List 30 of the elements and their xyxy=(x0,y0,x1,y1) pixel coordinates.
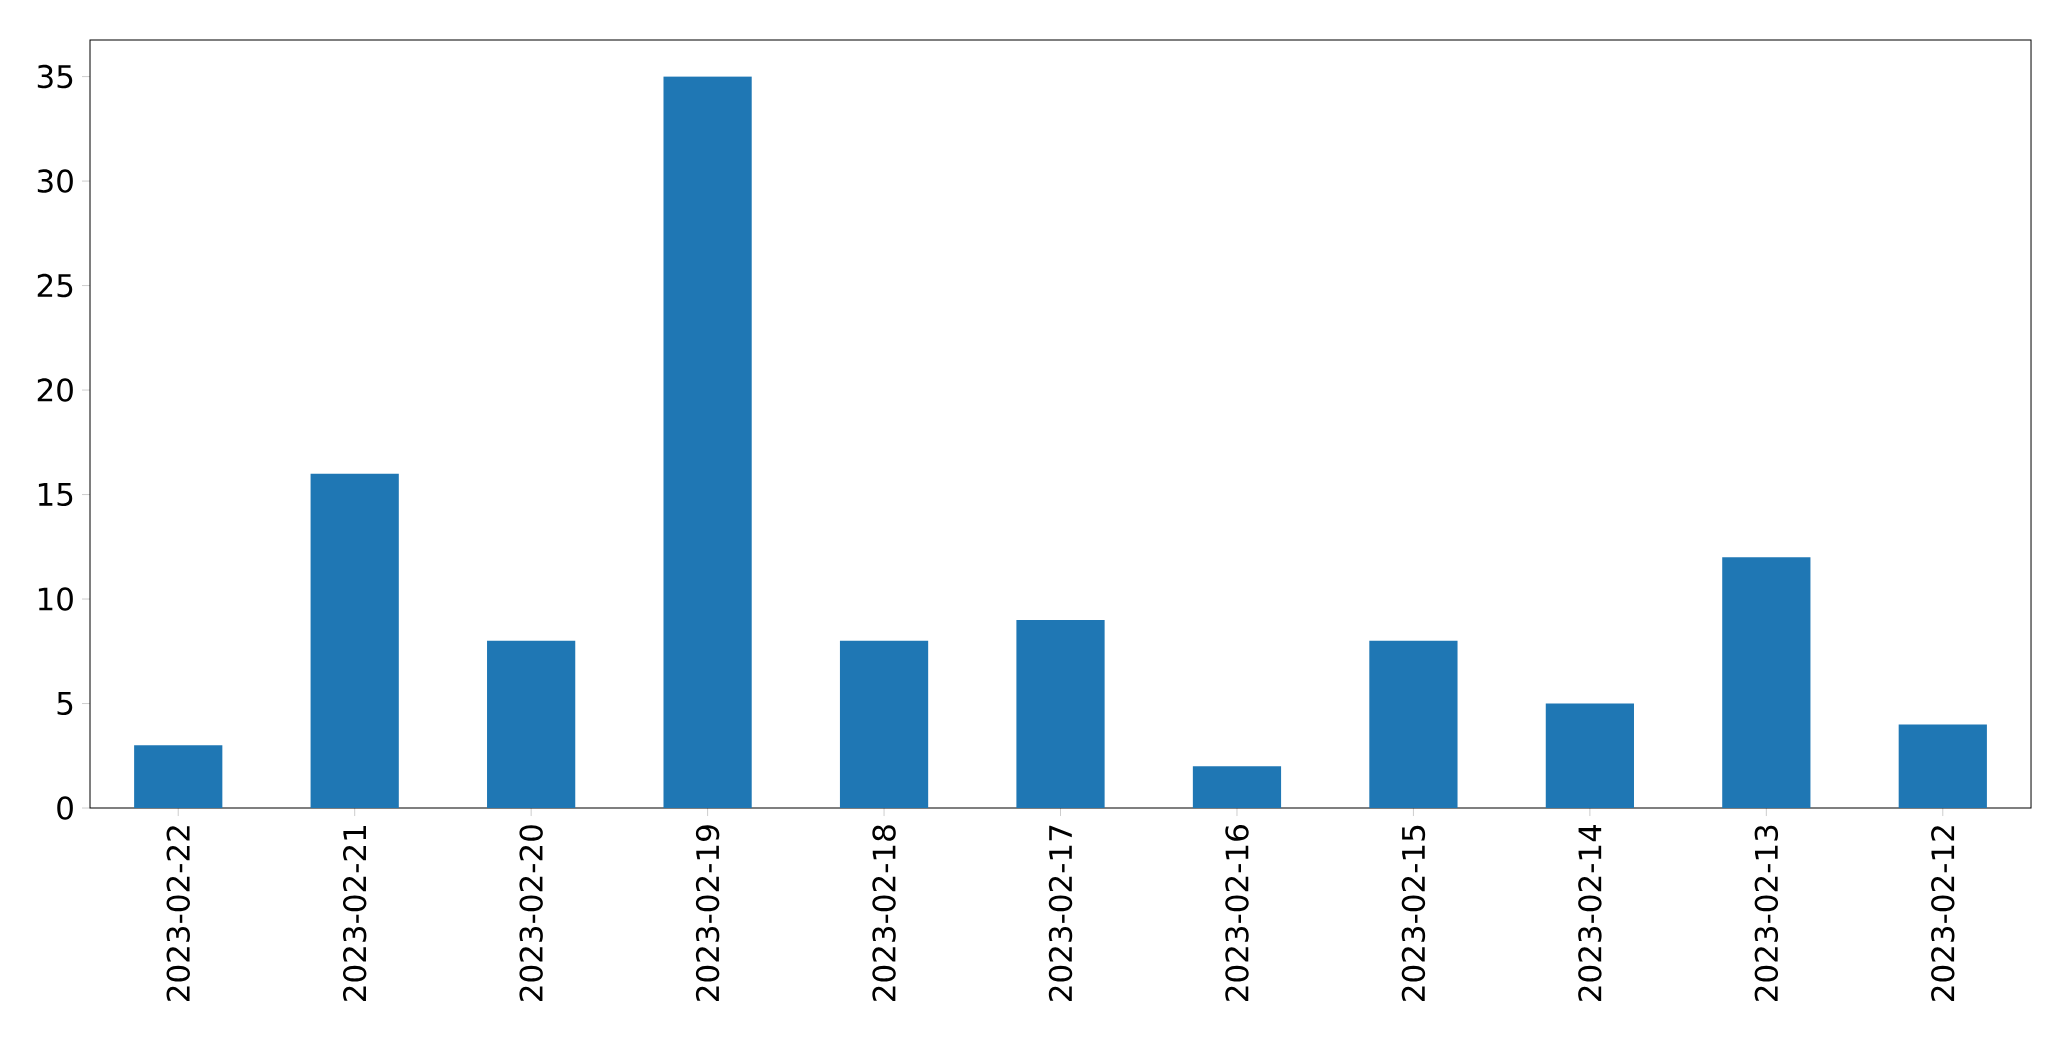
y-tick-label: 30 xyxy=(37,169,73,193)
x-tick-label: 2023-02-14 xyxy=(1578,824,1602,1001)
bar xyxy=(1722,557,1811,809)
x-tick-label: 2023-02-17 xyxy=(1048,825,1073,1001)
bar xyxy=(839,640,929,809)
bar xyxy=(1369,640,1458,809)
bar xyxy=(1545,703,1634,809)
y-tick-label: 5 xyxy=(57,692,73,716)
bar xyxy=(1016,619,1105,809)
x-tick-label: 2023-02-20 xyxy=(519,825,543,1001)
bar xyxy=(310,473,399,809)
x-tick-label: 2023-02-16 xyxy=(1225,825,1249,1001)
y-tick-label: 15 xyxy=(38,483,73,507)
y-tick-label: 35 xyxy=(37,64,73,89)
y-tick-label: 10 xyxy=(38,587,73,611)
bar xyxy=(1898,724,1987,809)
x-tick-label: 2023-02-21 xyxy=(342,826,367,1001)
bar xyxy=(134,745,223,809)
y-tick-label: 0 xyxy=(57,796,73,820)
bar xyxy=(487,640,576,809)
x-tick-label: 2023-02-15 xyxy=(1401,825,1426,1001)
y-tick-label: 25 xyxy=(37,273,73,298)
bar xyxy=(1192,766,1282,809)
x-tick-label: 2023-02-12 xyxy=(1931,826,1955,1001)
x-tick-label: 2023-02-22 xyxy=(166,826,190,1001)
x-tick-label: 2023-02-18 xyxy=(872,825,896,1001)
x-tick-label: 2023-02-19 xyxy=(695,825,720,1001)
y-tick-label: 20 xyxy=(37,378,73,402)
x-tick-label: 2023-02-13 xyxy=(1754,825,1779,1001)
bar xyxy=(663,76,752,809)
